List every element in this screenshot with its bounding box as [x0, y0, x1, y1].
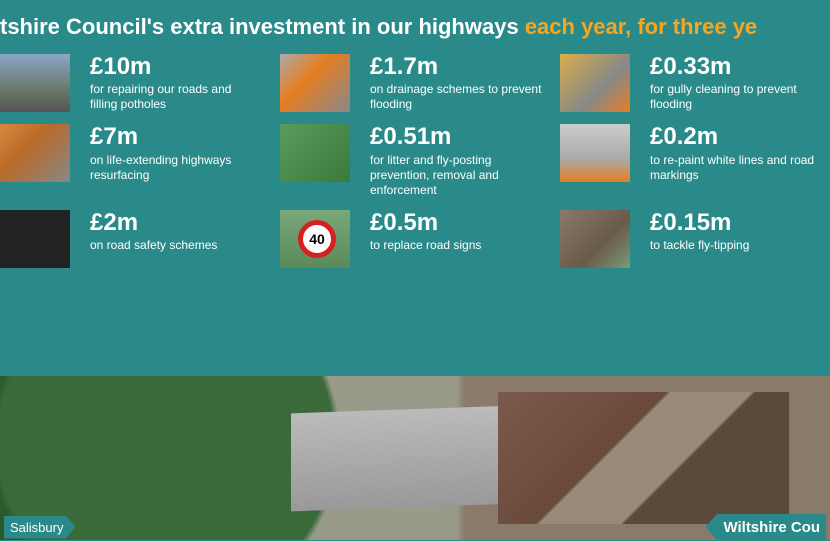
- title-highlight: each year, for three ye: [525, 14, 757, 39]
- thumb-paint-icon: [560, 124, 640, 182]
- item-text: £7m on life-extending highways resurfaci…: [90, 124, 262, 182]
- amount-desc: to tackle fly-tipping: [650, 238, 822, 253]
- amount-value: £0.2m: [650, 124, 822, 150]
- thumb-road-icon: [0, 54, 80, 112]
- footer-aerial: Salisbury Wiltshire Cou: [0, 370, 830, 540]
- thumb-drain-icon: [280, 54, 360, 112]
- amount-value: £1.7m: [370, 54, 542, 80]
- amount-desc: on drainage schemes to prevent flooding: [370, 82, 542, 112]
- thumb-signal-icon: [0, 210, 80, 268]
- amount-desc: for repairing our roads and filling poth…: [90, 82, 262, 112]
- amount-value: £0.51m: [370, 124, 542, 150]
- thumb-workers-icon: [0, 124, 80, 182]
- item-text: £0.15m to tackle fly-tipping: [650, 210, 822, 253]
- item-text: £2m on road safety schemes: [90, 210, 262, 253]
- thumb-rubbish-icon: [560, 210, 640, 268]
- amount-value: £0.5m: [370, 210, 542, 236]
- investment-item: £0.2m to re-paint white lines and road m…: [560, 124, 822, 197]
- investment-item: £2m on road safety schemes: [0, 210, 262, 268]
- investment-item: £10m for repairing our roads and filling…: [0, 54, 262, 112]
- investment-item: £0.51m for litter and fly-posting preven…: [280, 124, 542, 197]
- amount-desc: to replace road signs: [370, 238, 542, 253]
- investment-item: £7m on life-extending highways resurfaci…: [0, 124, 262, 197]
- investment-item: 40 £0.5m to replace road signs: [280, 210, 542, 268]
- item-text: £0.5m to replace road signs: [370, 210, 542, 253]
- amount-value: £10m: [90, 54, 262, 80]
- item-text: £10m for repairing our roads and filling…: [90, 54, 262, 112]
- amount-desc: on life-extending highways resurfacing: [90, 153, 262, 183]
- amount-value: £0.33m: [650, 54, 822, 80]
- investment-grid: £10m for repairing our roads and filling…: [0, 54, 830, 282]
- amount-desc: for gully cleaning to prevent flooding: [650, 82, 822, 112]
- item-text: £0.33m for gully cleaning to prevent flo…: [650, 54, 822, 112]
- item-text: £0.51m for litter and fly-posting preven…: [370, 124, 542, 197]
- thumb-grass-icon: [280, 124, 360, 182]
- amount-desc: on road safety schemes: [90, 238, 262, 253]
- brand-tag: Wiltshire Cou: [705, 514, 826, 541]
- amount-value: £0.15m: [650, 210, 822, 236]
- amount-value: £7m: [90, 124, 262, 150]
- amount-desc: to re-paint white lines and road marking…: [650, 153, 822, 183]
- thumb-sign-icon: 40: [280, 210, 360, 268]
- speed-sign-value: 40: [298, 220, 336, 258]
- investment-item: £0.33m for gully cleaning to prevent flo…: [560, 54, 822, 112]
- item-text: £0.2m to re-paint white lines and road m…: [650, 124, 822, 182]
- amount-desc: for litter and fly-posting prevention, r…: [370, 153, 542, 198]
- investment-item: £1.7m on drainage schemes to prevent flo…: [280, 54, 542, 112]
- thumb-truck-icon: [560, 54, 640, 112]
- item-text: £1.7m on drainage schemes to prevent flo…: [370, 54, 542, 112]
- page-title: tshire Council's extra investment in our…: [0, 0, 830, 54]
- investment-item: £0.15m to tackle fly-tipping: [560, 210, 822, 268]
- footer-strip: Salisbury Wiltshire Cou: [0, 514, 830, 540]
- location-tag: Salisbury: [4, 516, 75, 539]
- amount-value: £2m: [90, 210, 262, 236]
- title-prefix: tshire Council's extra investment in our…: [0, 14, 525, 39]
